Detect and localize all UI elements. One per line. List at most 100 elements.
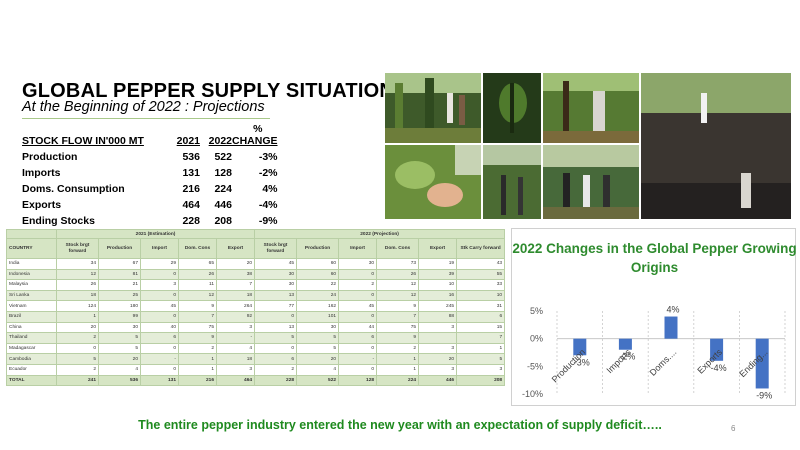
table-cell: 2 bbox=[254, 363, 298, 376]
table-cell: 26 bbox=[178, 268, 217, 281]
table-column-header-cell: Import bbox=[338, 238, 378, 259]
table-country-cell: Sri Lanka bbox=[6, 289, 57, 302]
table-cell: 30 bbox=[296, 321, 340, 334]
table-cell: 12 bbox=[376, 279, 420, 291]
table-cell: 5 bbox=[456, 353, 506, 365]
table-cell: 3 bbox=[418, 363, 458, 376]
table-cell: - bbox=[140, 353, 179, 365]
table-column-header-cell: Import bbox=[140, 238, 179, 259]
table-cell: 522 bbox=[296, 374, 340, 387]
table-cell: 228 bbox=[254, 374, 298, 387]
table-group-2022: 2022 (Projection) bbox=[254, 229, 506, 239]
table-cell: 13 bbox=[254, 289, 298, 302]
table-cell: 0 bbox=[56, 342, 99, 355]
table-cell: 224 bbox=[376, 374, 420, 387]
table-cell: 19 bbox=[418, 258, 458, 270]
photo-drying-yard bbox=[641, 73, 791, 219]
stock-flow-label: Exports bbox=[22, 199, 62, 211]
table-cell: 9 bbox=[178, 300, 217, 312]
table-cell: 0 bbox=[140, 310, 179, 323]
stock-flow-label: Production bbox=[22, 151, 78, 163]
table-cell: 0 bbox=[140, 268, 179, 281]
bar-value-label: -2% bbox=[619, 352, 635, 362]
table-cell: 60 bbox=[296, 268, 340, 281]
bar-value-label: 4% bbox=[666, 305, 679, 315]
table-country-cell: TOTAL bbox=[6, 374, 57, 387]
table-total-row: TOTAL 241 536 131 216 464 228 522 128 224 446 208 bbox=[6, 374, 506, 387]
table-cell: 446 bbox=[418, 374, 458, 387]
table-cell: 26 bbox=[376, 268, 420, 281]
y-tick-label: -10% bbox=[522, 389, 543, 399]
table-cell: 7 bbox=[376, 310, 420, 323]
table-cell: 7 bbox=[456, 332, 506, 344]
table-cell: 88 bbox=[418, 310, 458, 323]
table-cell: 45 bbox=[338, 300, 378, 312]
table-cell: 464 bbox=[215, 374, 256, 387]
table-cell: 12 bbox=[376, 289, 420, 302]
table-column-header-cell: Production bbox=[98, 238, 141, 259]
table-cell: 7 bbox=[215, 279, 256, 291]
table-cell: 216 bbox=[178, 374, 217, 387]
table-cell: 5 bbox=[98, 332, 141, 344]
table-cell bbox=[418, 332, 458, 344]
table-column-header-cell: Stk Carry forward bbox=[456, 238, 506, 259]
bar-value-label: -4% bbox=[711, 363, 727, 373]
stock-flow-pct: -4% bbox=[258, 199, 278, 211]
stock-flow-row: Exports 464 446 -4% bbox=[22, 197, 278, 213]
photo-pepper-spike bbox=[483, 73, 541, 143]
table-cell: 6 bbox=[254, 353, 298, 365]
chart-plot: 5%0%-5%-10%-3%Production -2%Imports4%Doms… bbox=[522, 305, 786, 400]
table-cell: 2 bbox=[338, 279, 378, 291]
chart-bar bbox=[573, 338, 587, 356]
chart-bar bbox=[755, 338, 769, 389]
chart-bar bbox=[664, 316, 678, 339]
table-cell: 128 bbox=[338, 374, 378, 387]
table-country-cell: Vietnam bbox=[6, 300, 57, 312]
table-cell: 13 bbox=[254, 321, 298, 334]
table-row: Cambodia 5 20-1 18 6 20-1 20 5 bbox=[6, 353, 506, 365]
table-column-header-cell: Export bbox=[215, 238, 256, 259]
page-number: 6 bbox=[731, 424, 736, 433]
table-cell: 1 bbox=[456, 342, 506, 355]
stock-flow-header-label: STOCK FLOW IN'000 MT bbox=[22, 135, 144, 147]
photo-worker-harvesting bbox=[543, 73, 639, 143]
table-country-cell: Malaysia bbox=[6, 279, 57, 291]
photo-greenhouse bbox=[483, 145, 541, 219]
origin-data-table: 2021 (Estimation) 2022 (Projection) COUN… bbox=[6, 229, 506, 405]
table-cell: 2 bbox=[56, 363, 99, 376]
table-country-cell: Brazil bbox=[6, 310, 57, 323]
stock-flow-label: Doms. Consumption bbox=[22, 183, 125, 195]
table-cell: 11 bbox=[178, 279, 217, 291]
table-cell: 45 bbox=[140, 300, 179, 312]
stock-flow-header-row: STOCK FLOW IN'000 MT 2021 2022 % CHANGE bbox=[22, 121, 278, 149]
table-cell: 75 bbox=[376, 321, 420, 334]
table-cell: 180 bbox=[98, 300, 141, 312]
y-tick-label: -5% bbox=[527, 361, 543, 371]
table-cell: 3 bbox=[215, 321, 256, 334]
table-country-cell: Indonesia bbox=[6, 268, 57, 281]
table-cell: 31 bbox=[456, 300, 506, 312]
table-row: China 20 30 40 75 3 13 30 44 75 3 15 bbox=[6, 321, 506, 334]
table-cell: 26 bbox=[56, 279, 99, 291]
footer-message: The entire pepper industry entered the n… bbox=[138, 418, 662, 432]
photo-group-visit bbox=[543, 145, 639, 219]
table-column-header-cell: Stock brgt forward bbox=[254, 238, 298, 259]
table-country-cell: Madagascar bbox=[6, 342, 57, 355]
table-cell: 0 bbox=[140, 289, 179, 302]
table-cell: 65 bbox=[178, 258, 217, 270]
stock-flow-2022: 522 bbox=[214, 151, 232, 163]
bar-value-label: -3% bbox=[574, 357, 590, 367]
table-cell: 131 bbox=[140, 374, 179, 387]
table-cell: 22 bbox=[296, 279, 340, 291]
table-country-cell: China bbox=[6, 321, 57, 334]
stock-flow-pct: -9% bbox=[258, 215, 278, 227]
table-cell: 18 bbox=[56, 289, 99, 302]
table-cell: 2 bbox=[178, 342, 217, 355]
table-column-header-cell: Stock brgt forward bbox=[56, 238, 99, 259]
table-cell: 40 bbox=[140, 321, 179, 334]
table-row: Malaysia 26 21 3 11 7 30 22 2 12 10 33 bbox=[6, 279, 506, 291]
table-group-2021: 2021 (Estimation) bbox=[55, 229, 256, 239]
table-cell: 20 bbox=[296, 353, 340, 365]
category-label: Doms.... bbox=[648, 347, 679, 378]
table-row: Vietnam 124 180 45 9 264 77 162 45 9 245 31 bbox=[6, 300, 506, 312]
